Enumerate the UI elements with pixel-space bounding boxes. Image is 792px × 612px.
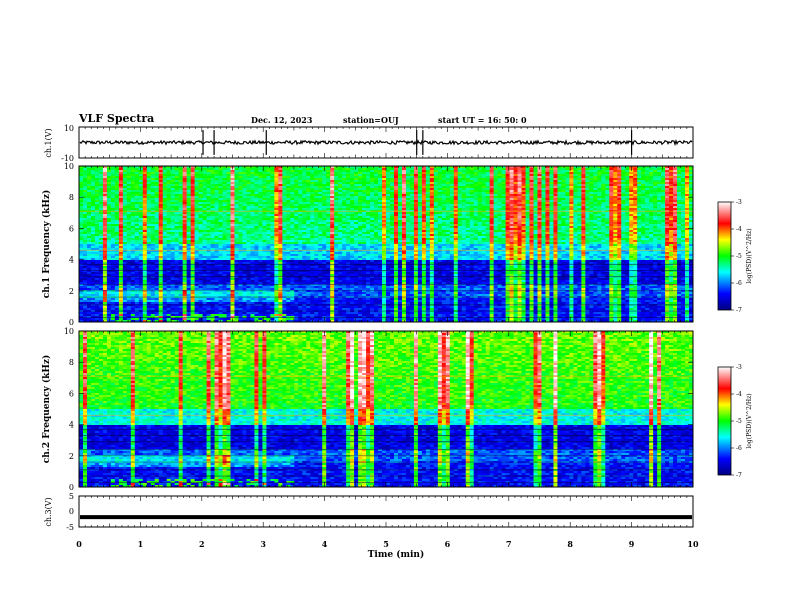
ch1-spectrogram [79, 166, 693, 322]
ch1-ylabel: ch.1(V) [44, 128, 53, 157]
ch1-ytick-top: 10 [64, 124, 74, 133]
ch1-waveform-panel: 10 -10 ch.1(V) [44, 124, 693, 163]
